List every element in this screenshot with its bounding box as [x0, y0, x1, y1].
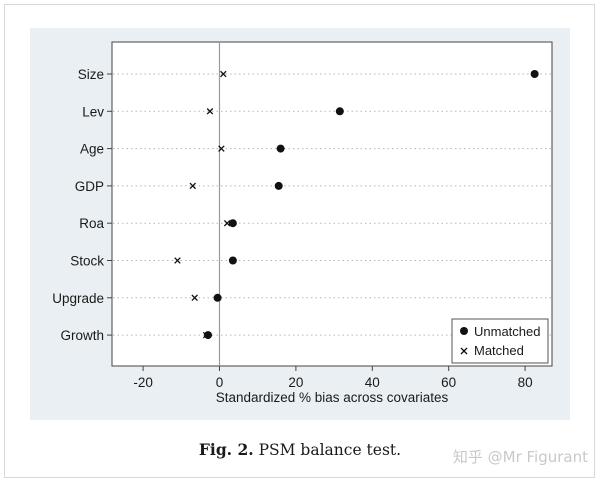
caption-label: Fig. 2.	[198, 440, 254, 459]
x-tick-label: 80	[518, 375, 533, 390]
legend-label-unmatched: Unmatched	[474, 324, 540, 339]
legend-dot-icon	[460, 327, 468, 335]
unmatched-point	[228, 219, 237, 228]
matched-point	[218, 145, 225, 152]
watermark: 知乎 @Mr Figurant	[452, 448, 588, 466]
category-label: Size	[78, 67, 104, 82]
x-tick-label: 20	[288, 375, 303, 390]
matched-point	[174, 257, 181, 264]
category-label: Age	[80, 142, 104, 157]
figure-caption: Fig. 2. PSM balance test.	[0, 440, 600, 459]
unmatched-point	[530, 70, 539, 78]
category-label: Roa	[79, 216, 104, 231]
legend-box	[451, 318, 549, 364]
category-label: GDP	[75, 179, 104, 194]
unmatched-markers	[204, 70, 539, 340]
chart-panel: Size Lev Age GDP Roa Stock Upgrade Growth -20 0 2…	[30, 28, 570, 420]
x-tick-label: -20	[133, 375, 153, 390]
matched-point	[206, 108, 214, 115]
scatter-chart: Size Lev Age GDP Roa Stock Upgrade Growth -20 0 2…	[52, 41, 553, 405]
x-tick-label: 60	[441, 375, 456, 390]
category-label: Stock	[70, 254, 104, 269]
legend: Unmatched Matched	[451, 318, 549, 364]
matched-point	[220, 70, 227, 78]
matched-point	[191, 294, 198, 302]
unmatched-point	[204, 331, 213, 340]
category-label: Upgrade	[52, 291, 104, 306]
plot-area	[111, 41, 553, 367]
matched-markers	[174, 70, 231, 339]
x-axis-ticks: -20 0 20 40 60 80	[133, 366, 533, 390]
matched-point	[189, 182, 197, 190]
category-label: Lev	[82, 104, 104, 119]
category-label: Growth	[60, 328, 104, 343]
caption-text: PSM balance test.	[258, 441, 402, 459]
unmatched-point	[335, 107, 344, 116]
x-axis-title: Standardized % bias across covariates	[216, 390, 449, 405]
unmatched-point	[276, 144, 285, 153]
x-tick-label: 0	[216, 375, 224, 390]
category-labels: Size Lev Age GDP Roa Stock Upgrade Growth	[52, 67, 104, 343]
matched-point	[223, 219, 231, 227]
unmatched-point	[213, 293, 222, 302]
x-tick-label: 40	[365, 375, 380, 390]
legend-cross-icon	[460, 347, 468, 355]
unmatched-point	[274, 181, 283, 190]
unmatched-point	[228, 256, 237, 265]
legend-label-matched: Matched	[474, 343, 524, 358]
